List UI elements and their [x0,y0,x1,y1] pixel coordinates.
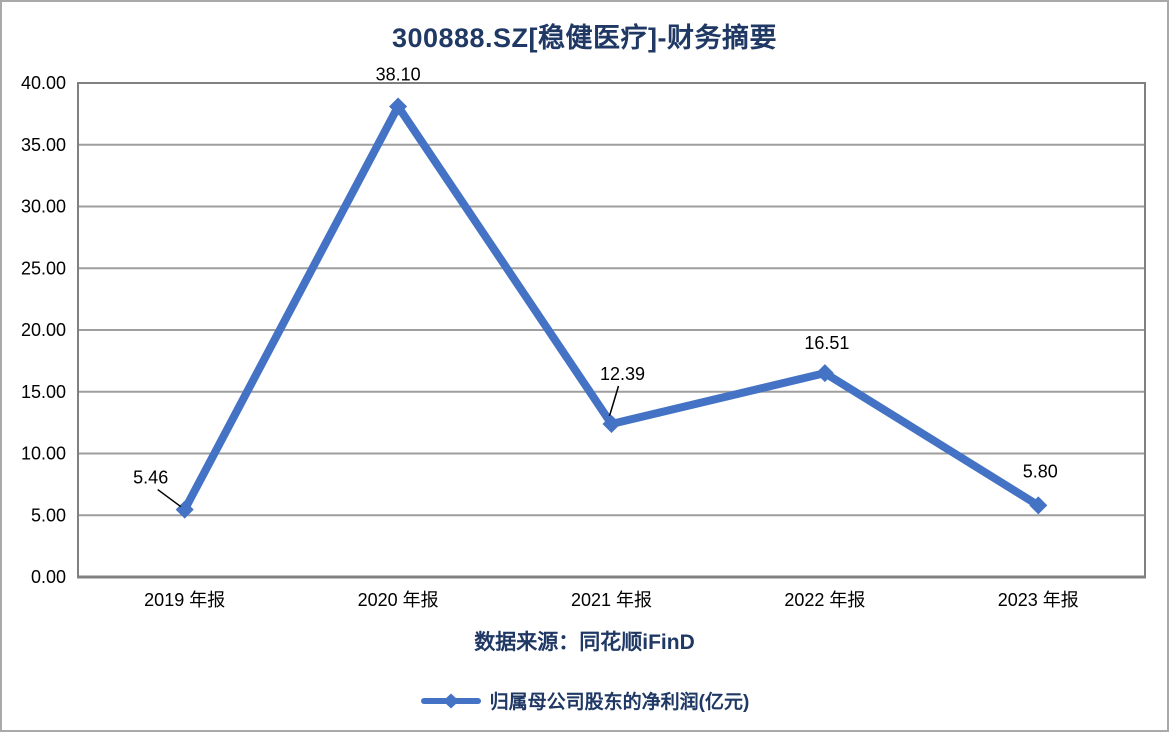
svg-text:2022 年报: 2022 年报 [784,590,865,610]
svg-text:30.00: 30.00 [21,197,66,217]
svg-text:15.00: 15.00 [21,382,66,402]
svg-text:25.00: 25.00 [21,258,66,278]
svg-text:0.00: 0.00 [31,567,66,587]
legend-line-marker-icon [420,693,481,708]
svg-text:2021 年报: 2021 年报 [571,590,652,610]
svg-text:38.10: 38.10 [376,64,421,84]
svg-text:20.00: 20.00 [21,320,66,340]
svg-text:5.80: 5.80 [1023,461,1058,481]
legend: 归属母公司股东的净利润(亿元) [2,687,1167,714]
data-source-note: 数据来源：同花顺iFinD [474,631,695,654]
svg-text:40.00: 40.00 [21,73,66,93]
legend-series-label: 归属母公司股东的净利润(亿元) [489,692,750,713]
svg-text:2023 年报: 2023 年报 [998,590,1079,610]
svg-text:16.51: 16.51 [804,333,849,353]
svg-text:5.00: 5.00 [31,505,66,525]
svg-text:2020 年报: 2020 年报 [358,590,439,610]
chart-title: 300888.SZ[稳健医疗]-财务摘要 [391,23,778,53]
svg-text:5.46: 5.46 [133,468,168,488]
svg-text:35.00: 35.00 [21,135,66,155]
svg-text:2019 年报: 2019 年报 [144,590,225,610]
svg-text:12.39: 12.39 [600,364,645,384]
svg-text:10.00: 10.00 [21,444,66,464]
